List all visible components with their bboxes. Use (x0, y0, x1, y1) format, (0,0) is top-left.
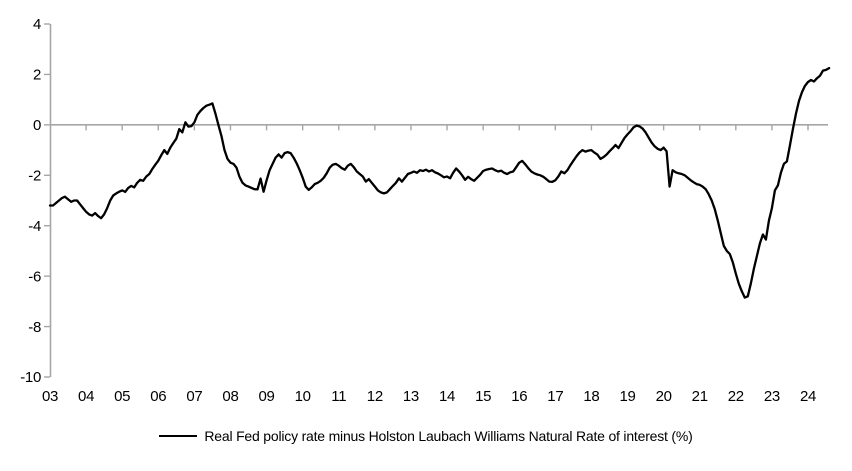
legend-line-sample (159, 435, 198, 437)
x-axis-tick-label: 13 (403, 388, 419, 405)
series-line (48, 66, 831, 299)
x-axis-tick-label: 18 (583, 388, 599, 405)
x-axis-tick-label: 12 (367, 388, 383, 405)
x-axis-tick-label: 22 (728, 388, 744, 405)
x-axis-tick-label: 03 (42, 388, 58, 405)
y-axis-tick-label: -10 (20, 369, 41, 386)
x-axis-tick-label: 05 (114, 388, 130, 405)
x-axis-tick-label: 24 (800, 388, 816, 405)
x-axis-tick-label: 14 (439, 388, 455, 405)
x-axis-tick-label: 16 (511, 388, 527, 405)
x-axis-tick-label: 19 (619, 388, 635, 405)
x-axis-tick-label: 21 (692, 388, 708, 405)
x-axis-tick-label: 09 (259, 388, 275, 405)
y-axis-tick-label: -6 (28, 268, 41, 285)
y-axis-tick-label: 2 (33, 67, 41, 84)
x-axis-tick-label: 06 (150, 388, 166, 405)
chart-legend: Real Fed policy rate minus Holston Lauba… (0, 428, 852, 444)
x-axis-tick-label: 04 (78, 388, 94, 405)
y-axis-tick-label: -8 (28, 319, 41, 336)
y-axis-tick-label: -4 (28, 218, 41, 235)
x-axis-tick-label: 10 (295, 388, 311, 405)
x-axis-tick-label: 20 (656, 388, 672, 405)
x-axis-tick-label: 15 (475, 388, 491, 405)
y-axis-tick-label: 0 (33, 117, 41, 134)
x-axis-tick-label: 17 (547, 388, 563, 405)
x-axis-tick-label: 11 (331, 388, 346, 405)
y-axis-tick-label: 4 (33, 16, 41, 33)
legend-label: Real Fed policy rate minus Holston Lauba… (204, 428, 693, 444)
x-axis-tick-label: 23 (764, 388, 780, 405)
x-axis-tick-label: 08 (222, 388, 238, 405)
y-axis-tick-label: -2 (28, 167, 41, 184)
x-axis-tick-label: 07 (186, 388, 202, 405)
